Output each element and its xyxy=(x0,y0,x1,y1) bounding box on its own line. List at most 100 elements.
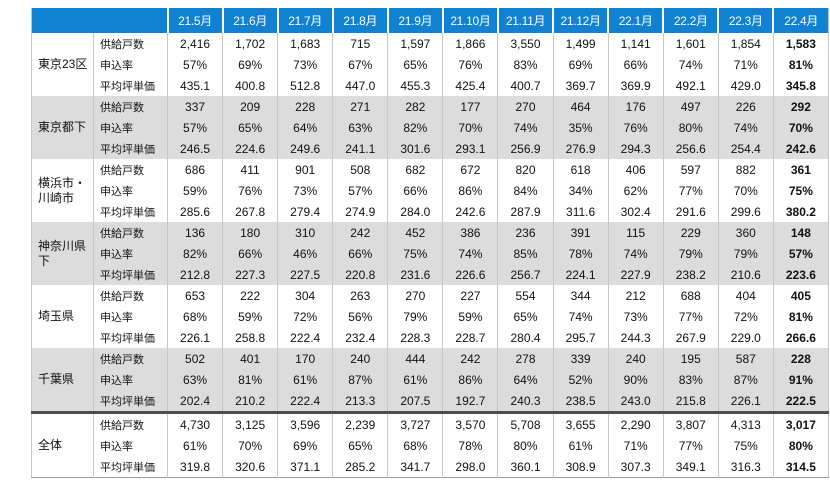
value-cell: 405 xyxy=(772,285,829,306)
value-cell: 240 xyxy=(607,348,664,369)
table-row: 全体 供給戸数 4,730 3,125 3,596 2,239 3,727 3,570 5,70… xyxy=(31,411,829,478)
value-cell: 249.6 xyxy=(277,138,333,159)
value-cell: 66% xyxy=(332,243,388,264)
value-cell: 258.8 xyxy=(222,327,278,348)
value-cell: 226.1 xyxy=(166,327,223,348)
value-cell: 222 xyxy=(222,285,278,306)
value-cell: 34% xyxy=(552,180,609,201)
value-cell: 242 xyxy=(442,348,498,369)
value-cell: 210.2 xyxy=(222,390,278,413)
value-cell: 80% xyxy=(497,435,554,456)
value-cell: 75% xyxy=(717,435,774,456)
region-label: 千葉県 xyxy=(31,348,94,413)
value-cell: 1,601 xyxy=(662,33,719,54)
monthly-supply-table: 21.5月 21.6月 21.7月 21.8月 21.9月 21.10月 21.11月 21.… xyxy=(31,8,829,478)
metric-label: 申込率 xyxy=(93,180,168,201)
value-cell: 316.3 xyxy=(717,456,774,478)
value-cell: 294.3 xyxy=(607,138,664,159)
value-cell: 63% xyxy=(166,369,223,390)
value-cell: 386 xyxy=(442,222,498,243)
value-cell: 87% xyxy=(332,369,388,390)
table-row: 平均坪単価 319.8 320.6 371.1 285.2 341.7 298.0 360.1… xyxy=(32,456,829,478)
value-cell: 76% xyxy=(442,54,498,75)
value-cell: 238.2 xyxy=(662,264,719,285)
value-cell: 228.3 xyxy=(387,327,443,348)
value-cell: 71% xyxy=(717,54,774,75)
value-cell: 1,683 xyxy=(277,33,333,54)
value-cell: 292 xyxy=(772,96,829,117)
value-cell: 170 xyxy=(277,348,333,369)
value-cell: 406 xyxy=(607,159,664,180)
value-cell: 226.1 xyxy=(717,390,774,413)
value-cell: 3,550 xyxy=(497,33,554,54)
value-cell: 400.7 xyxy=(497,75,554,96)
value-cell: 210.6 xyxy=(717,264,774,285)
value-cell: 231.6 xyxy=(387,264,443,285)
month-header-9: 22.1月 xyxy=(607,8,664,33)
value-cell: 148 xyxy=(772,222,829,243)
header-row: 21.5月 21.6月 21.7月 21.8月 21.9月 21.10月 21.11月 21.… xyxy=(31,8,829,33)
value-cell: 254.4 xyxy=(717,138,774,159)
value-cell: 57% xyxy=(772,243,829,264)
value-cell: 682 xyxy=(387,159,443,180)
value-cell: 215.8 xyxy=(662,390,719,413)
value-cell: 83% xyxy=(497,54,554,75)
value-cell: 70% xyxy=(772,117,829,138)
value-cell: 61% xyxy=(166,435,223,456)
value-cell: 222.5 xyxy=(772,390,829,413)
value-cell: 820 xyxy=(497,159,554,180)
value-cell: 78% xyxy=(442,435,498,456)
value-cell: 401 xyxy=(222,348,278,369)
value-cell: 339 xyxy=(552,348,609,369)
table-row: 平均坪単価 212.8 227.3 227.5 220.8 231.6 226.6 256.7… xyxy=(32,264,829,285)
value-cell: 202.4 xyxy=(166,390,223,413)
value-cell: 308.9 xyxy=(552,456,609,478)
value-cell: 299.6 xyxy=(717,201,774,222)
value-cell: 295.7 xyxy=(552,327,609,348)
value-cell: 76% xyxy=(607,117,664,138)
value-cell: 267.9 xyxy=(662,327,719,348)
region-label: 東京23区 xyxy=(38,57,88,71)
metric-label: 供給戸数 xyxy=(93,222,168,243)
value-cell: 82% xyxy=(387,117,443,138)
value-cell: 207.5 xyxy=(387,390,443,413)
value-cell: 91% xyxy=(772,369,829,390)
value-cell: 242 xyxy=(332,222,388,243)
value-cell: 74% xyxy=(497,117,554,138)
table-row: 東京23区 供給戸数 2,416 1,702 1,683 715 1,597 1,866 3,5… xyxy=(32,33,829,71)
table-row: 埼玉県 供給戸数 653 222 304 263 270 227 554 344 212 688 404… xyxy=(32,285,829,323)
value-cell: 715 xyxy=(332,33,388,54)
month-header-4: 21.8月 xyxy=(331,8,388,33)
value-cell: 492.1 xyxy=(662,75,719,96)
value-cell: 282 xyxy=(387,96,443,117)
value-cell: 84% xyxy=(497,180,554,201)
value-cell: 70% xyxy=(222,435,278,456)
value-cell: 227 xyxy=(442,285,498,306)
value-cell: 65% xyxy=(497,306,554,327)
value-cell: 497 xyxy=(662,96,719,117)
value-cell: 444 xyxy=(387,348,443,369)
value-cell: 75% xyxy=(772,180,829,201)
value-cell: 240 xyxy=(332,348,388,369)
value-cell: 244.3 xyxy=(607,327,664,348)
value-cell: 74% xyxy=(717,117,774,138)
value-cell: 380.2 xyxy=(772,201,829,222)
value-cell: 369.7 xyxy=(552,75,609,96)
value-cell: 686 xyxy=(166,159,223,180)
value-cell: 228.7 xyxy=(442,327,498,348)
value-cell: 447.0 xyxy=(332,75,388,96)
value-cell: 319.8 xyxy=(166,456,223,478)
metric-label: 平均坪単価 xyxy=(93,264,168,285)
value-cell: 1,702 xyxy=(222,33,278,54)
metric-label: 申込率 xyxy=(93,369,168,390)
value-cell: 75% xyxy=(387,243,443,264)
value-cell: 238.5 xyxy=(552,390,609,413)
value-cell: 425.4 xyxy=(442,75,498,96)
value-cell: 79% xyxy=(662,243,719,264)
value-cell: 242.6 xyxy=(772,138,829,159)
metric-label: 平均坪単価 xyxy=(93,327,168,348)
value-cell: 1,141 xyxy=(607,33,664,54)
month-header-7: 21.11月 xyxy=(496,8,554,33)
value-cell: 73% xyxy=(277,54,333,75)
value-cell: 1,854 xyxy=(717,33,774,54)
